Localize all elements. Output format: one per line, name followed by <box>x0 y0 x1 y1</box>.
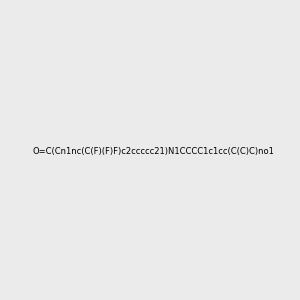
Text: O=C(Cn1nc(C(F)(F)F)c2ccccc21)N1CCCC1c1cc(C(C)C)no1: O=C(Cn1nc(C(F)(F)F)c2ccccc21)N1CCCC1c1cc… <box>33 147 275 156</box>
